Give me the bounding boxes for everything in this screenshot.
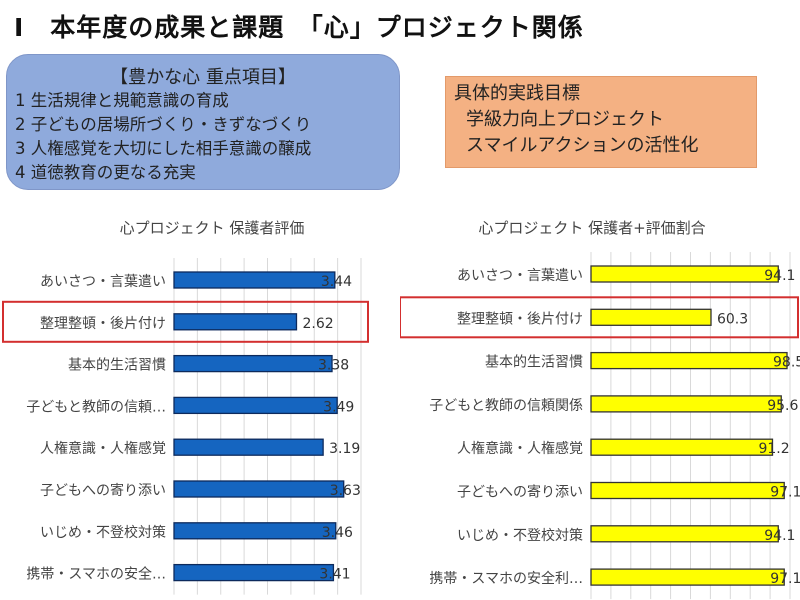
- data-label: 94.1: [764, 528, 795, 544]
- category-label: 整理整頓・後片付け: [40, 316, 166, 332]
- bar: [173, 522, 337, 540]
- category-label: いじめ・不登校対策: [457, 527, 583, 544]
- data-label: 97.1: [770, 571, 800, 587]
- bar: [173, 354, 333, 373]
- category-label: 子どもへの寄り添い: [457, 484, 583, 501]
- focus-item: 2 子どもの居場所づくり・きずなづくり: [15, 115, 312, 134]
- data-label: 3.46: [322, 525, 353, 541]
- data-label: 95.6: [767, 398, 798, 414]
- practice-goals-box: 具体的実践目標 学級力向上プロジェクト スマイルアクションの活性化: [445, 76, 757, 168]
- data-label: 2.62: [302, 316, 333, 332]
- category-label: 人権意識・人権感覚: [40, 440, 166, 457]
- bar: [590, 568, 785, 586]
- data-label: 3.38: [318, 358, 349, 374]
- category-label: あいさつ・言葉遣い: [40, 274, 166, 290]
- category-label: 子どもと教師の信頼…: [26, 399, 166, 415]
- category-label: 整理整頓・後片付け: [457, 311, 583, 327]
- bar: [173, 313, 298, 331]
- bar: [173, 480, 345, 498]
- category-label: 子どもと教師の信頼関係: [429, 398, 583, 414]
- category-label: 人権意識・人権感覚: [457, 440, 583, 457]
- data-label: 60.3: [717, 311, 748, 327]
- chart-title: 心プロジェクト 保護者+評価割合: [478, 219, 705, 237]
- category-label: 基本的生活習慣: [68, 357, 166, 374]
- category-label: 携帯・スマホの安全…: [26, 566, 166, 583]
- focus-item: 1 生活規律と規範意識の育成: [15, 91, 229, 110]
- focus-items-box: 【豊かな心 重点項目】 1 生活規律と規範意識の育成 2 子どもの居場所づくり・…: [6, 54, 400, 190]
- focus-heading: 【豊かな心 重点項目】: [110, 67, 296, 88]
- bar: [590, 351, 788, 370]
- goal-item: 学級力向上プロジェクト: [466, 109, 664, 130]
- category-label: 基本的生活習慣: [485, 354, 583, 371]
- chart-title: 心プロジェクト 保護者評価: [120, 219, 305, 237]
- data-label: 3.63: [330, 483, 361, 499]
- focus-item: 3 人権感覚を大切にした相手意識の醸成: [15, 139, 312, 158]
- focus-item: 4 道徳教育の更なる充実: [15, 163, 196, 182]
- data-label: 3.41: [319, 567, 350, 583]
- page-title: Ⅰ 本年度の成果と課題 「心」プロジェクト関係: [14, 13, 584, 42]
- bar: [173, 396, 338, 415]
- goals-heading: 具体的実践目標: [454, 83, 580, 104]
- data-label: 94.1: [764, 268, 795, 284]
- data-label: 3.49: [323, 399, 354, 415]
- category-label: 携帯・スマホの安全利…: [429, 570, 583, 587]
- goal-item: スマイルアクションの活性化: [466, 135, 699, 156]
- bar: [173, 563, 335, 582]
- bar: [590, 481, 785, 500]
- bar: [590, 438, 774, 456]
- category-label: いじめ・不登校対策: [40, 524, 166, 541]
- highlight-box: [2, 300, 369, 343]
- category-label: 子どもへの寄り添い: [40, 482, 166, 499]
- bar: [173, 438, 324, 456]
- data-label: 3.44: [321, 274, 352, 290]
- bar: [590, 525, 779, 543]
- bar: [590, 308, 712, 326]
- data-label: 91.2: [758, 441, 789, 457]
- category-label: あいさつ・言葉遣い: [457, 268, 583, 284]
- highlight-box: [400, 296, 799, 339]
- bar: [173, 271, 336, 289]
- data-label: 3.19: [329, 441, 360, 457]
- bar: [590, 265, 779, 283]
- data-label: 97.1: [770, 485, 800, 501]
- bar: [590, 395, 782, 413]
- data-label: 98.5: [773, 355, 800, 371]
